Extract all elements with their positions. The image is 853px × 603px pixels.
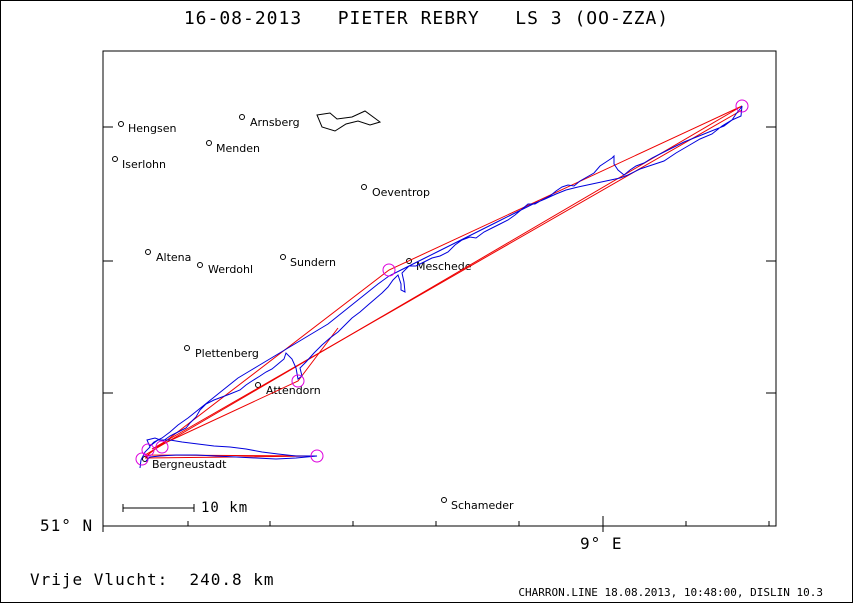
turnpoint-3	[735, 99, 749, 113]
task-line-inner	[151, 109, 743, 450]
town-marker-attendorn	[255, 382, 261, 388]
task-line	[143, 105, 743, 459]
lon-ticks	[102, 516, 770, 532]
town-marker-hengsen	[118, 121, 124, 127]
town-label-hengsen: Hengsen	[128, 122, 176, 135]
software-credit: CHARRON.LINE 18.08.2013, 10:48:00, DISLI…	[518, 586, 823, 599]
town-label-sundern: Sundern	[290, 256, 336, 269]
turnpoints	[135, 99, 749, 466]
town-label-oeventrop: Oeventrop	[372, 186, 430, 199]
flight-title: 16-08-2013 PIETER REBRY LS 3 (OO-ZZA)	[183, 8, 670, 29]
town-label-menden: Menden	[216, 142, 260, 155]
town-marker-iserlohn	[112, 156, 118, 162]
town-label-altena: Altena	[156, 251, 191, 264]
scale-bar	[122, 504, 195, 512]
flight-track	[139, 105, 743, 469]
free-flight-distance: Vrije Vlucht: 240.8 km	[30, 570, 275, 589]
town-label-schameder: Schameder	[451, 499, 514, 512]
map-border	[102, 50, 777, 527]
town-marker-meschede	[406, 258, 412, 264]
turnpoint-5	[291, 374, 305, 388]
town-marker-menden	[206, 140, 212, 146]
turnpoint-1	[141, 443, 155, 457]
turnpoint-6	[155, 440, 169, 454]
turnpoint-4	[382, 263, 396, 277]
town-marker-altena	[145, 249, 151, 255]
lat-ticks	[103, 126, 776, 527]
turnpoint-start	[135, 452, 149, 466]
town-marker-arnsberg	[239, 114, 245, 120]
town-marker-werdohl	[197, 262, 203, 268]
town-label-iserlohn: Iserlohn	[122, 158, 166, 171]
town-label-attendorn: Attendorn	[266, 384, 321, 397]
scale-bar-label: 10 km	[201, 500, 249, 516]
turnpoint-2	[310, 449, 324, 463]
town-marker-sundern	[280, 254, 286, 260]
town-marker-schameder	[441, 497, 447, 503]
town-marker-plettenberg	[184, 345, 190, 351]
lon-axis-label: 9° E	[580, 534, 623, 553]
town-label-plettenberg: Plettenberg	[195, 347, 259, 360]
lake-outline	[316, 110, 382, 132]
town-label-bergneustadt: Bergneustadt	[152, 458, 227, 471]
town-marker-oeventrop	[361, 184, 367, 190]
lat-axis-label: 51° N	[40, 516, 94, 535]
town-label-arnsberg: Arnsberg	[250, 116, 300, 129]
town-label-meschede: Meschede	[416, 260, 472, 273]
town-label-werdohl: Werdohl	[208, 263, 253, 276]
